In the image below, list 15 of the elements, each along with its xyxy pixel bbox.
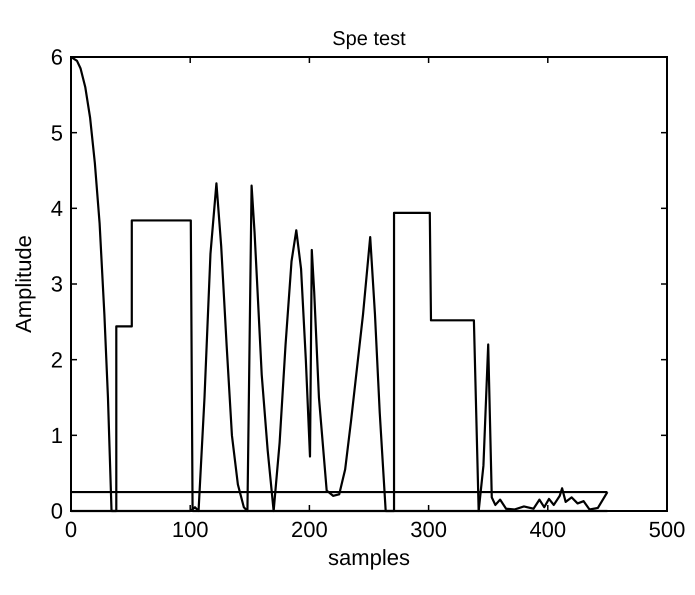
x-tick-label: 500 <box>648 517 686 542</box>
x-tick-label: 300 <box>410 517 447 542</box>
y-tick-label: 6 <box>50 44 63 70</box>
x-axis-title: samples <box>328 545 410 570</box>
x-tick-label: 200 <box>291 517 328 542</box>
y-tick-label: 2 <box>50 347 63 372</box>
y-tick-label: 3 <box>50 272 63 297</box>
chart-title: Spe test <box>332 28 406 50</box>
y-axis-title: Amplitude <box>11 235 36 333</box>
x-tick-label: 100 <box>172 517 209 542</box>
y-tick-label: 1 <box>50 423 63 448</box>
y-tick-label: 0 <box>50 498 63 524</box>
y-tick-label: 4 <box>50 196 63 222</box>
x-tick-label: 400 <box>529 517 566 542</box>
y-tick-label: 5 <box>50 120 63 146</box>
